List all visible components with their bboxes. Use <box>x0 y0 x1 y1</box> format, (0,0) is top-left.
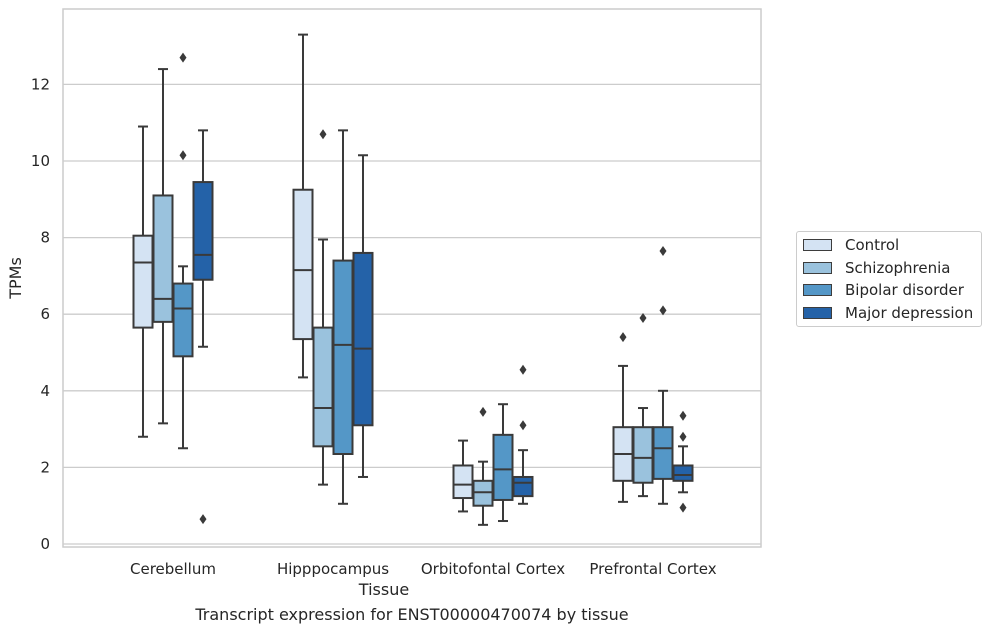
legend-item: Bipolar disorder <box>797 279 981 302</box>
series-group <box>152 68 654 526</box>
y-tick-labels: 0 2 4 6 8 10 12 <box>31 75 50 553</box>
box <box>672 464 694 482</box>
y-axis-label: TPMs <box>6 257 25 300</box>
legend-swatch <box>803 261 832 274</box>
outlier-point <box>659 305 667 316</box>
x-tick-labels: Cerebellum Hipppocampus Orbitofontal Corte… <box>130 560 717 578</box>
outlier-point <box>679 431 687 442</box>
outlier-point <box>199 514 207 525</box>
outlier-point <box>639 313 647 324</box>
chart-caption: Transcript expression for ENST0000047007… <box>195 605 629 624</box>
box-series <box>132 33 694 526</box>
outlier-point <box>479 406 487 417</box>
box <box>332 259 354 455</box>
legend-label: Bipolar disorder <box>845 281 964 300</box>
x-tick-label: Hipppocampus <box>277 560 389 578</box>
y-tick-label: 0 <box>40 535 50 553</box>
outlier-point <box>659 246 667 257</box>
outlier-point <box>679 410 687 421</box>
box <box>152 194 174 323</box>
outlier-point <box>179 150 187 161</box>
x-tick-label: Prefrontal Cortex <box>589 560 716 578</box>
legend-item: Schizophrenia <box>797 257 981 280</box>
box <box>352 251 374 427</box>
outlier-point <box>679 502 687 513</box>
legend: Control Schizophrenia Bipolar disorder Majo… <box>796 231 982 327</box>
outlier-point <box>619 332 627 343</box>
box <box>192 181 214 281</box>
y-tick-label: 10 <box>31 152 50 170</box>
box <box>512 475 534 498</box>
legend-item: Control <box>797 234 981 257</box>
outlier-point <box>519 420 527 431</box>
outlier-point <box>519 364 527 375</box>
box <box>452 464 474 500</box>
legend-item: Major depression <box>797 302 981 325</box>
box <box>632 426 654 484</box>
box <box>492 433 514 501</box>
legend-label: Major depression <box>845 303 974 322</box>
series-group <box>192 129 694 525</box>
legend-label: Schizophrenia <box>845 258 951 277</box>
box <box>652 426 674 480</box>
y-tick-label: 6 <box>40 305 50 323</box>
legend-swatch <box>803 239 832 252</box>
box <box>172 282 194 358</box>
y-tick-label: 8 <box>40 229 50 247</box>
x-tick-label: Orbitofontal Cortex <box>421 560 565 578</box>
plot-frame <box>62 8 762 548</box>
x-tick-label: Cerebellum <box>130 560 216 578</box>
box <box>312 326 334 448</box>
legend-label: Control <box>845 236 900 255</box>
box <box>132 234 154 329</box>
box <box>292 188 314 341</box>
outlier-point <box>179 52 187 63</box>
x-axis-label: Tissue <box>358 580 409 599</box>
outlier-point <box>319 129 327 140</box>
legend-swatch <box>803 306 832 319</box>
y-tick-label: 4 <box>40 382 50 400</box>
series-group <box>132 33 634 513</box>
y-tick-label: 2 <box>40 458 50 476</box>
series-group <box>172 52 674 523</box>
y-tick-label: 12 <box>31 75 50 93</box>
legend-swatch <box>803 284 832 297</box>
